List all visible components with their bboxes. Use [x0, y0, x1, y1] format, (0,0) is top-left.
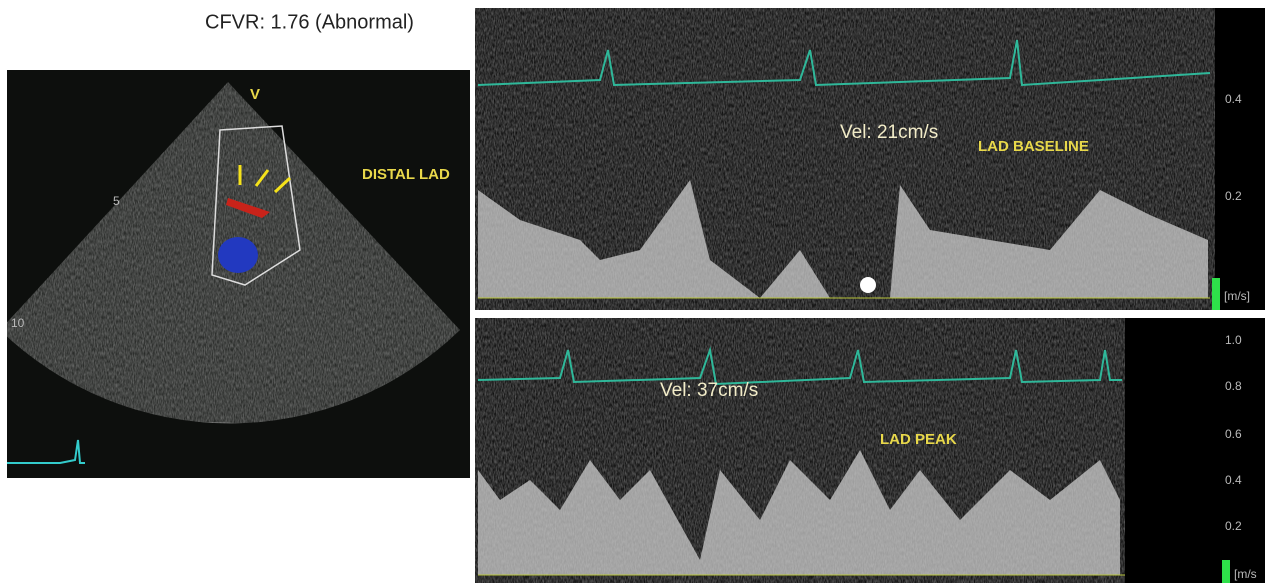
- depth: 10: [11, 316, 25, 330]
- depth: 5: [113, 194, 120, 208]
- echo-image: V DISTAL LAD 5 10: [7, 70, 470, 478]
- scale-label: 0.2: [1225, 519, 1242, 533]
- velocity: Vel: 21cm/s: [840, 122, 938, 143]
- scale-label: 0.4: [1225, 92, 1242, 106]
- panel-label: LAD PEAK: [880, 431, 957, 448]
- peak-doppler: 1.0 0.8 0.6 0.4 0.2 [m/s Vel: 37cm/s LAD…: [475, 318, 1265, 583]
- figure: CFVR: 1.76 (Abnormal) V DISTAL LAD 5 10 …: [0, 0, 1265, 583]
- unit: [m/s: [1234, 567, 1257, 581]
- scale-label: 0.4: [1225, 473, 1242, 487]
- baseline-doppler: 0.4 0.2 [m/s] Vel: 21cm/s LAD BASELINE: [475, 8, 1265, 310]
- marker: V: [250, 86, 260, 103]
- unit: [m/s]: [1224, 289, 1250, 303]
- scale-label: 0.8: [1225, 379, 1242, 393]
- scale-label: 1.0: [1225, 333, 1242, 347]
- scale-label: 0.6: [1225, 427, 1242, 441]
- velocity: Vel: 37cm/s: [660, 380, 758, 401]
- panel-label: LAD BASELINE: [978, 138, 1089, 155]
- scale-label: 0.2: [1225, 189, 1242, 203]
- echo-label: DISTAL LAD: [362, 166, 450, 183]
- title: CFVR: 1.76 (Abnormal): [205, 11, 414, 33]
